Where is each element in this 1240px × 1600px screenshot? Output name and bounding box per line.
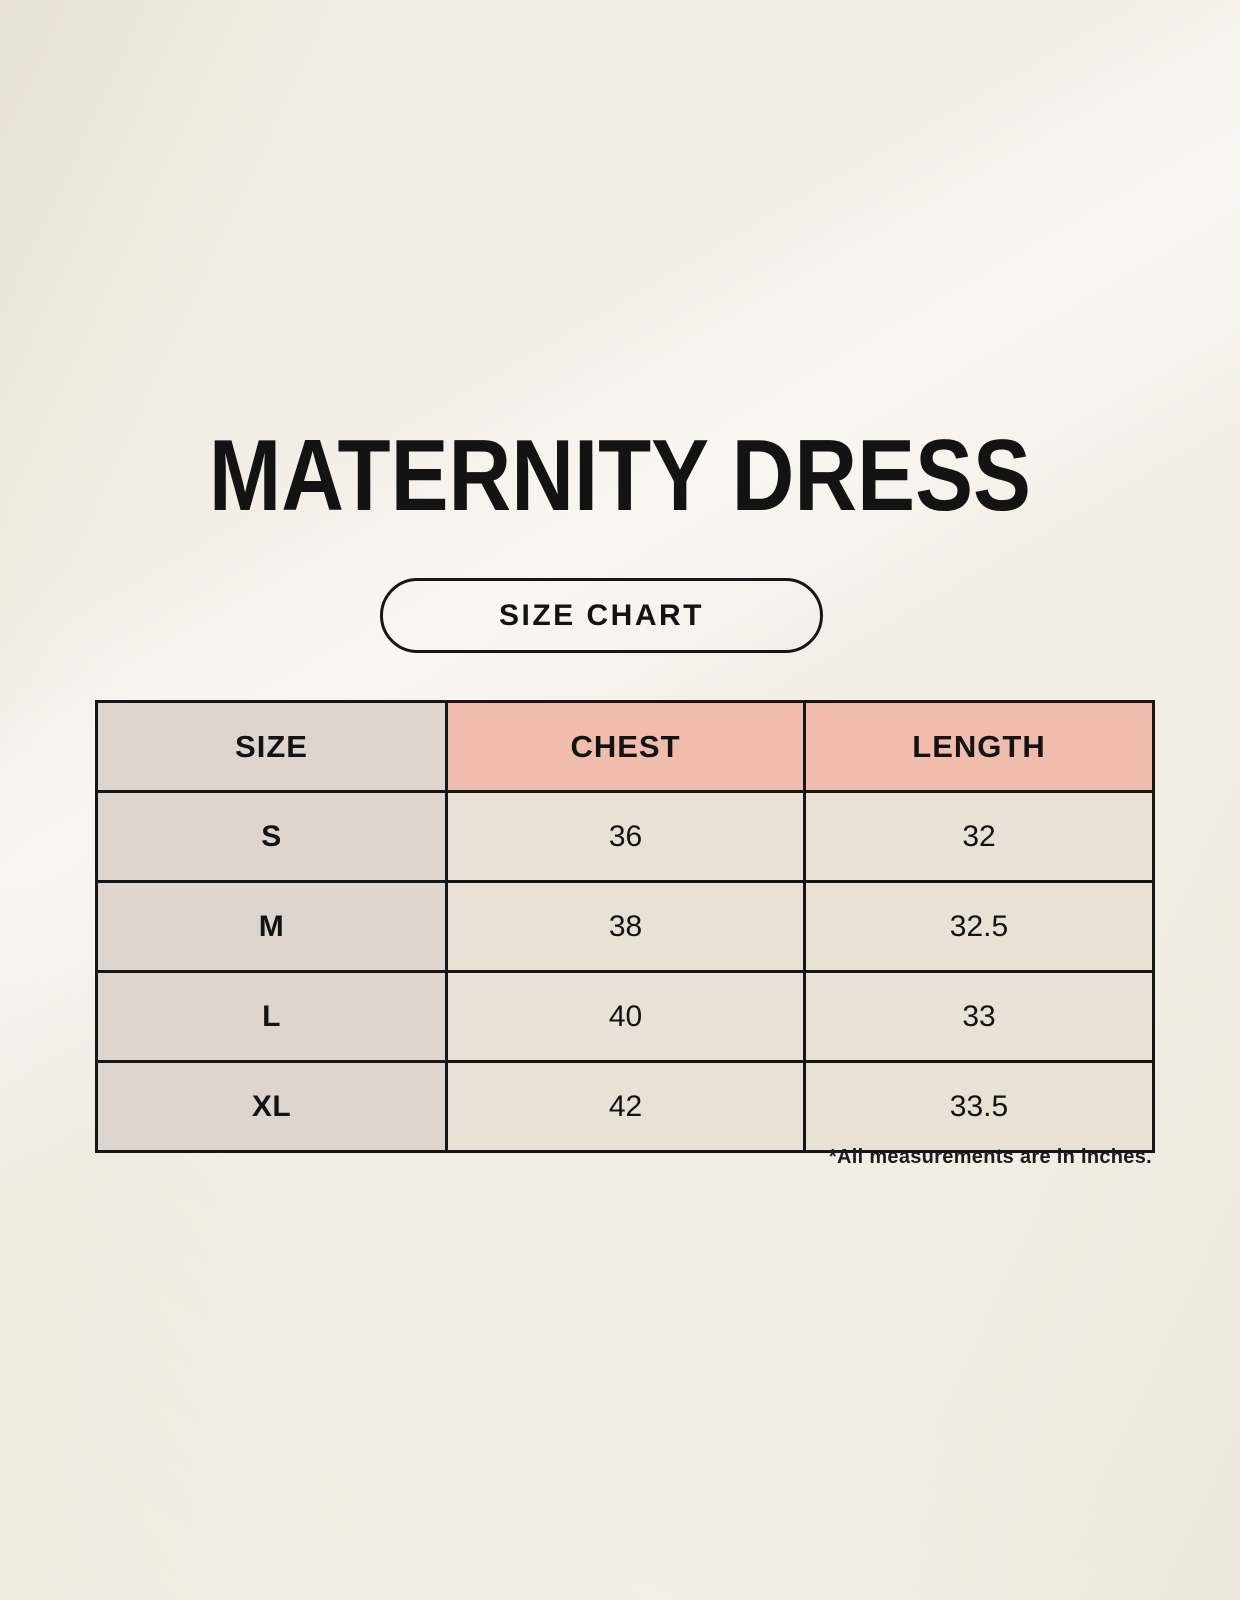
table-row-xl: XL 42 33.5 xyxy=(95,1060,1155,1153)
table-row-s: S 36 32 xyxy=(95,790,1155,883)
header-cell-chest: CHEST xyxy=(445,700,806,793)
length-cell: 32.5 xyxy=(803,880,1155,973)
size-cell: S xyxy=(95,790,448,883)
size-cell: M xyxy=(95,880,448,973)
size-chart-badge: SIZE CHART xyxy=(380,578,823,653)
page-title-text: MATERNITY DRESS xyxy=(208,420,1032,532)
header-cell-size: SIZE xyxy=(95,700,448,793)
chest-cell: 38 xyxy=(445,880,806,973)
length-cell: 33 xyxy=(803,970,1155,1063)
length-cell: 33.5 xyxy=(803,1060,1155,1153)
table-row-m: M 38 32.5 xyxy=(95,880,1155,973)
header-cell-length: LENGTH xyxy=(803,700,1155,793)
measurements-footnote: *All measurements are in inches. xyxy=(828,1146,1152,1168)
size-cell: XL xyxy=(95,1060,448,1153)
size-chart-badge-label: SIZE CHART xyxy=(499,598,704,632)
table-row-l: L 40 33 xyxy=(95,970,1155,1063)
table-header-row: SIZE CHEST LENGTH xyxy=(95,700,1155,793)
chest-cell: 40 xyxy=(445,970,806,1063)
length-cell: 32 xyxy=(803,790,1155,883)
chest-cell: 42 xyxy=(445,1060,806,1153)
page-title: MATERNITY DRESS xyxy=(0,426,1240,527)
chest-cell: 36 xyxy=(445,790,806,883)
size-cell: L xyxy=(95,970,448,1063)
size-chart-table: SIZE CHEST LENGTH S 36 32 M 38 32.5 L 40… xyxy=(95,700,1155,1153)
